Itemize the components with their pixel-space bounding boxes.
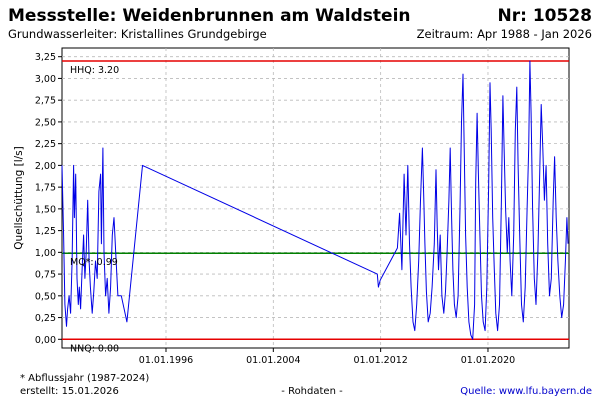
x-tick-label: 01.01.2020	[461, 355, 515, 366]
reference-label: HHQ: 3.20	[70, 65, 119, 76]
reference-lines	[62, 60, 569, 341]
station-number: Nr: 10528	[498, 6, 592, 26]
y-tick-label: 2,00	[35, 161, 56, 172]
reference-label: MQ*: 0.99	[70, 257, 118, 268]
y-tick-labels: 0,00 0,25 0,50 0,75 1,00 1,25 1,50 1,75 2,00 2,25…	[35, 52, 56, 346]
y-axis-title: Quellschüttung [l/s]	[13, 146, 25, 249]
y-tick-label: 3,25	[35, 52, 56, 63]
series-layer	[61, 60, 569, 340]
y-tick-label: 1,25	[35, 226, 56, 237]
y-tick-label: 0,00	[35, 335, 56, 346]
aquifer-label: Grundwasserleiter: Kristallines Grundgeb…	[8, 27, 267, 41]
y-tick-label: 1,00	[35, 248, 56, 259]
created-date: erstellt: 15.01.2026	[20, 386, 119, 397]
reference-labels: HHQ: 3.20 MQ*: 0.99 NNQ: 0.00	[70, 65, 119, 354]
y-tick-label: 1,75	[35, 183, 56, 194]
plot-area	[61, 47, 570, 349]
y-tick-label: 0,75	[35, 270, 56, 281]
x-tick-label: 01.01.1996	[139, 355, 193, 366]
y-tick-label: 2,50	[35, 117, 56, 128]
y-tick-label: 2,75	[35, 96, 56, 107]
discharge-series-line	[61, 60, 569, 340]
period-label: Zeitraum: Apr 1988 - Jan 2026	[417, 27, 592, 41]
grid	[58, 48, 569, 352]
y-tick-label: 0,50	[35, 291, 56, 302]
source-link[interactable]: Quelle: www.lfu.bayern.de	[460, 386, 592, 397]
x-tick-label: 01.01.2012	[353, 355, 407, 366]
rawdata-note: - Rohdaten -	[281, 386, 343, 397]
station-title: Messstelle: Weidenbrunnen am Waldstein	[8, 6, 411, 26]
y-tick-label: 1,50	[35, 204, 56, 215]
footnote-runoff-year: * Abflussjahr (1987-2024)	[20, 373, 149, 384]
reference-label: NNQ: 0.00	[70, 343, 119, 354]
y-tick-label: 0,25	[35, 313, 56, 324]
x-tick-labels: 01.01.1996 01.01.2004 01.01.2012 01.01.2020	[139, 355, 515, 366]
y-tick-label: 3,00	[35, 74, 56, 85]
x-tick-label: 01.01.2004	[246, 355, 300, 366]
y-tick-label: 2,25	[35, 139, 56, 150]
